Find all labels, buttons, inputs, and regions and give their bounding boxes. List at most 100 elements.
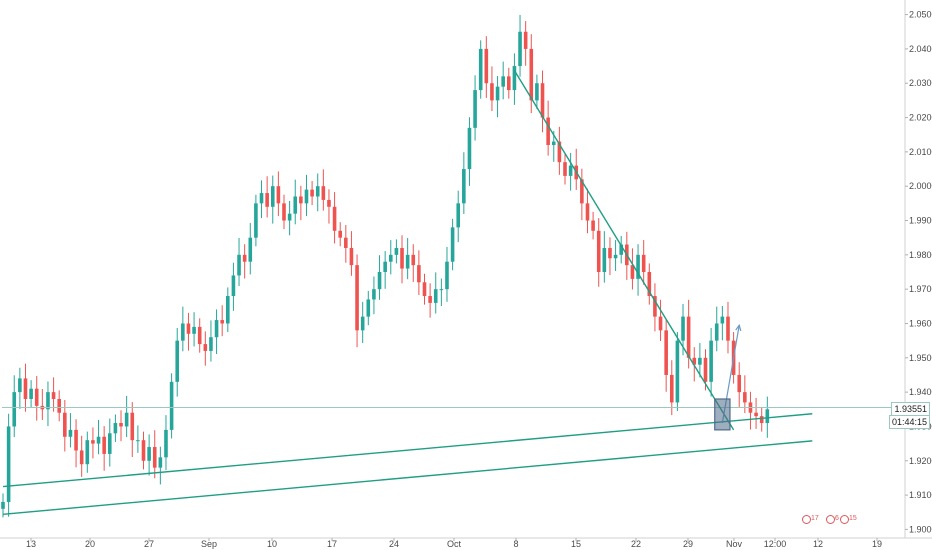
current-price-label: 1.93551	[891, 402, 930, 416]
price-tick-label: 1.97000	[909, 284, 932, 294]
candle	[664, 319, 668, 392]
price-tick-label: 1.96000	[909, 318, 932, 328]
candle-body	[74, 429, 78, 451]
candle	[523, 21, 528, 66]
candle	[282, 194, 286, 230]
candle-body	[186, 323, 191, 334]
candle	[372, 276, 376, 315]
candle	[619, 235, 623, 264]
candle-body	[248, 237, 253, 262]
candle-body	[681, 316, 685, 341]
price-tick-label: 2.03000	[909, 78, 932, 88]
candle	[321, 169, 326, 211]
candle-body	[130, 412, 135, 441]
rising-support-line-upper[interactable]	[2, 413, 813, 488]
candle	[220, 305, 224, 337]
candle-body	[754, 412, 758, 417]
price-tick-label: 1.91000	[909, 490, 932, 500]
candle-body	[478, 48, 483, 91]
candle-body	[383, 261, 387, 272]
candle	[478, 40, 483, 99]
candle-body	[299, 196, 303, 204]
candle	[158, 446, 163, 485]
candle	[585, 188, 590, 234]
candle-body	[422, 282, 427, 297]
candle	[394, 239, 399, 264]
candle-body	[107, 433, 112, 454]
economic-event-icon[interactable]: 6	[826, 515, 839, 525]
candle-body	[259, 193, 264, 204]
candle-body	[653, 296, 657, 317]
candle-body	[254, 203, 258, 238]
candle	[349, 231, 354, 276]
candle	[641, 240, 646, 285]
time-tick-label: 17	[327, 539, 337, 549]
candle	[46, 381, 50, 427]
candle	[360, 301, 365, 344]
candle-body	[282, 203, 286, 221]
candle	[287, 200, 292, 236]
price-tick-label: 2.00000	[909, 181, 932, 191]
candle-body	[327, 199, 331, 207]
time-tick-label: 13	[26, 539, 36, 549]
candle-body	[265, 193, 269, 207]
candle-body	[535, 83, 539, 101]
trend-drawings[interactable]	[2, 70, 813, 516]
candle-body	[411, 254, 416, 266]
candle	[456, 190, 461, 243]
candle-body	[270, 186, 275, 207]
candle-body	[287, 213, 292, 221]
price-axis[interactable]: 2.05000 2.04000 2.03000 2.02000 2.01000 2.000…	[905, 10, 932, 535]
time-tick-label: 24	[389, 539, 399, 549]
candle-body	[242, 254, 247, 262]
candle	[377, 255, 382, 300]
candle	[85, 431, 90, 473]
candle	[23, 363, 28, 412]
candle	[79, 435, 84, 477]
candle-body	[57, 398, 61, 413]
candle-body	[686, 316, 691, 358]
candle	[34, 375, 39, 421]
candle	[743, 375, 747, 414]
candle	[203, 331, 208, 366]
candle	[405, 238, 410, 280]
candle-body	[321, 186, 326, 200]
candle-body	[456, 203, 461, 228]
current-candle-box[interactable]	[714, 398, 731, 431]
economic-event-icon[interactable]: 17	[802, 515, 819, 525]
candle	[714, 306, 719, 352]
candle	[495, 76, 500, 118]
candle-body	[596, 230, 601, 272]
candle-body	[91, 440, 95, 444]
price-tick-label: 1.90000	[909, 524, 932, 534]
time-axis[interactable]: 13 20 27 Sep 10 17 24 Oct 8 15 22 29 Nov 12:00 12 19	[26, 538, 882, 549]
candle-body	[315, 186, 320, 197]
candle	[445, 246, 449, 302]
candle	[647, 263, 652, 305]
candle	[136, 425, 140, 453]
candle	[226, 287, 230, 333]
candle-body	[1, 501, 5, 509]
bar-countdown-label: 01:44:15	[888, 415, 930, 429]
candle-body	[293, 196, 298, 214]
candle-body	[473, 90, 477, 128]
candle	[214, 309, 219, 355]
candle-body	[641, 254, 646, 272]
candle-body	[759, 416, 764, 424]
candle	[18, 367, 22, 409]
candle-body	[433, 289, 438, 303]
candle-body	[664, 330, 668, 375]
candle	[315, 173, 320, 212]
candle-body	[551, 141, 556, 146]
candle-body	[394, 247, 399, 255]
descending-trendline[interactable]	[513, 70, 735, 431]
candle	[754, 397, 758, 429]
candle-body	[647, 272, 652, 297]
candle-body	[585, 203, 590, 221]
candle	[512, 53, 517, 105]
candle	[327, 189, 331, 224]
rising-support-line-lower[interactable]	[2, 440, 813, 516]
economic-event-icon[interactable]: 15	[840, 515, 857, 525]
candle	[152, 430, 157, 479]
